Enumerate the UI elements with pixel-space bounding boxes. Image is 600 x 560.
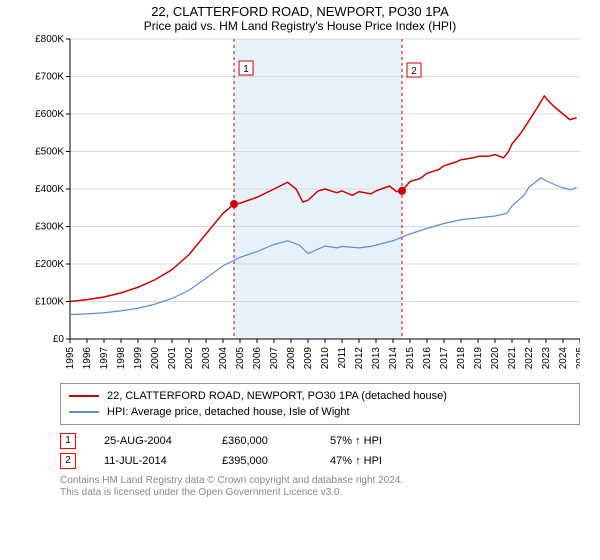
svg-text:£200K: £200K xyxy=(35,259,64,270)
svg-text:2017: 2017 xyxy=(439,347,450,370)
svg-text:£0: £0 xyxy=(53,334,65,345)
svg-text:£500K: £500K xyxy=(35,147,64,158)
svg-text:£800K: £800K xyxy=(35,35,64,45)
chart-svg: £0 £100K £200K £300K £400K £500K £600K £700K £80… xyxy=(20,35,580,375)
chart-area: £0 £100K £200K £300K £400K £500K £600K £700K £80… xyxy=(20,35,580,375)
svg-text:2021: 2021 xyxy=(507,347,518,370)
svg-text:2007: 2007 xyxy=(269,347,280,370)
svg-text:2005: 2005 xyxy=(235,347,246,370)
svg-text:2025: 2025 xyxy=(575,347,580,370)
svg-text:2023: 2023 xyxy=(541,347,552,370)
svg-text:2014: 2014 xyxy=(388,347,399,370)
svg-text:2024: 2024 xyxy=(558,347,569,370)
svg-text:£400K: £400K xyxy=(35,184,64,195)
chart-container: 22, CLATTERFORD ROAD, NEWPORT, PO30 1PA … xyxy=(0,0,600,560)
svg-text:2008: 2008 xyxy=(286,347,297,370)
svg-text:£300K: £300K xyxy=(35,222,64,233)
sales-row-2: 2 11-JUL-2014 £395,000 47% ↑ HPI xyxy=(60,451,580,471)
svg-text:2016: 2016 xyxy=(422,347,433,370)
svg-text:2: 2 xyxy=(411,66,417,77)
svg-text:2006: 2006 xyxy=(252,347,263,370)
svg-text:2020: 2020 xyxy=(490,347,501,370)
svg-text:2011: 2011 xyxy=(337,347,348,369)
svg-text:1997: 1997 xyxy=(99,347,110,370)
svg-text:£700K: £700K xyxy=(35,72,64,83)
legend-item-price-paid: 22, CLATTERFORD ROAD, NEWPORT, PO30 1PA … xyxy=(69,388,571,404)
svg-text:2022: 2022 xyxy=(524,347,535,370)
legend-box: 22, CLATTERFORD ROAD, NEWPORT, PO30 1PA … xyxy=(60,383,580,425)
legend-label-hpi: HPI: Average price, detached house, Isle… xyxy=(107,404,350,420)
sales-marker-1: 1 xyxy=(60,433,76,449)
sales-row-1: 1 25-AUG-2004 £360,000 57% ↑ HPI xyxy=(60,431,580,451)
svg-text:1: 1 xyxy=(243,64,249,75)
sales-table: 1 25-AUG-2004 £360,000 57% ↑ HPI 2 11-JU… xyxy=(60,431,580,471)
attribution-line-2: This data is licensed under the Open Gov… xyxy=(60,487,580,499)
legend-item-hpi: HPI: Average price, detached house, Isle… xyxy=(69,404,571,420)
sales-marker-2: 2 xyxy=(60,453,76,469)
chart-title: 22, CLATTERFORD ROAD, NEWPORT, PO30 1PA xyxy=(0,0,600,19)
svg-text:2018: 2018 xyxy=(456,347,467,370)
attribution: Contains HM Land Registry data © Crown c… xyxy=(60,475,580,499)
svg-text:2002: 2002 xyxy=(184,347,195,370)
sales-date-1: 25-AUG-2004 xyxy=(104,431,194,451)
legend-swatch-price-paid xyxy=(69,395,99,397)
svg-text:2013: 2013 xyxy=(371,347,382,370)
chart-subtitle: Price paid vs. HM Land Registry's House … xyxy=(0,19,600,35)
sales-price-1: £360,000 xyxy=(222,431,302,451)
svg-text:£100K: £100K xyxy=(35,297,64,308)
svg-text:1996: 1996 xyxy=(82,347,93,370)
attribution-line-1: Contains HM Land Registry data © Crown c… xyxy=(60,475,580,487)
legend-swatch-hpi xyxy=(69,411,99,413)
svg-text:2003: 2003 xyxy=(201,347,212,370)
sales-note-1: 57% ↑ HPI xyxy=(330,431,382,451)
sales-price-2: £395,000 xyxy=(222,451,302,471)
svg-text:2019: 2019 xyxy=(473,347,484,370)
sales-note-2: 47% ↑ HPI xyxy=(330,451,382,471)
svg-text:1999: 1999 xyxy=(133,347,144,370)
svg-text:2010: 2010 xyxy=(320,347,331,370)
svg-text:2012: 2012 xyxy=(354,347,365,370)
svg-text:2001: 2001 xyxy=(167,347,178,370)
sales-date-2: 11-JUL-2014 xyxy=(104,451,194,471)
svg-text:2015: 2015 xyxy=(405,347,416,370)
legend-label-price-paid: 22, CLATTERFORD ROAD, NEWPORT, PO30 1PA … xyxy=(107,388,447,404)
svg-text:1995: 1995 xyxy=(65,347,76,370)
svg-text:2004: 2004 xyxy=(218,347,229,370)
svg-text:£600K: £600K xyxy=(35,109,64,120)
svg-text:2009: 2009 xyxy=(303,347,314,370)
svg-text:1998: 1998 xyxy=(116,347,127,370)
svg-text:2000: 2000 xyxy=(150,347,161,370)
